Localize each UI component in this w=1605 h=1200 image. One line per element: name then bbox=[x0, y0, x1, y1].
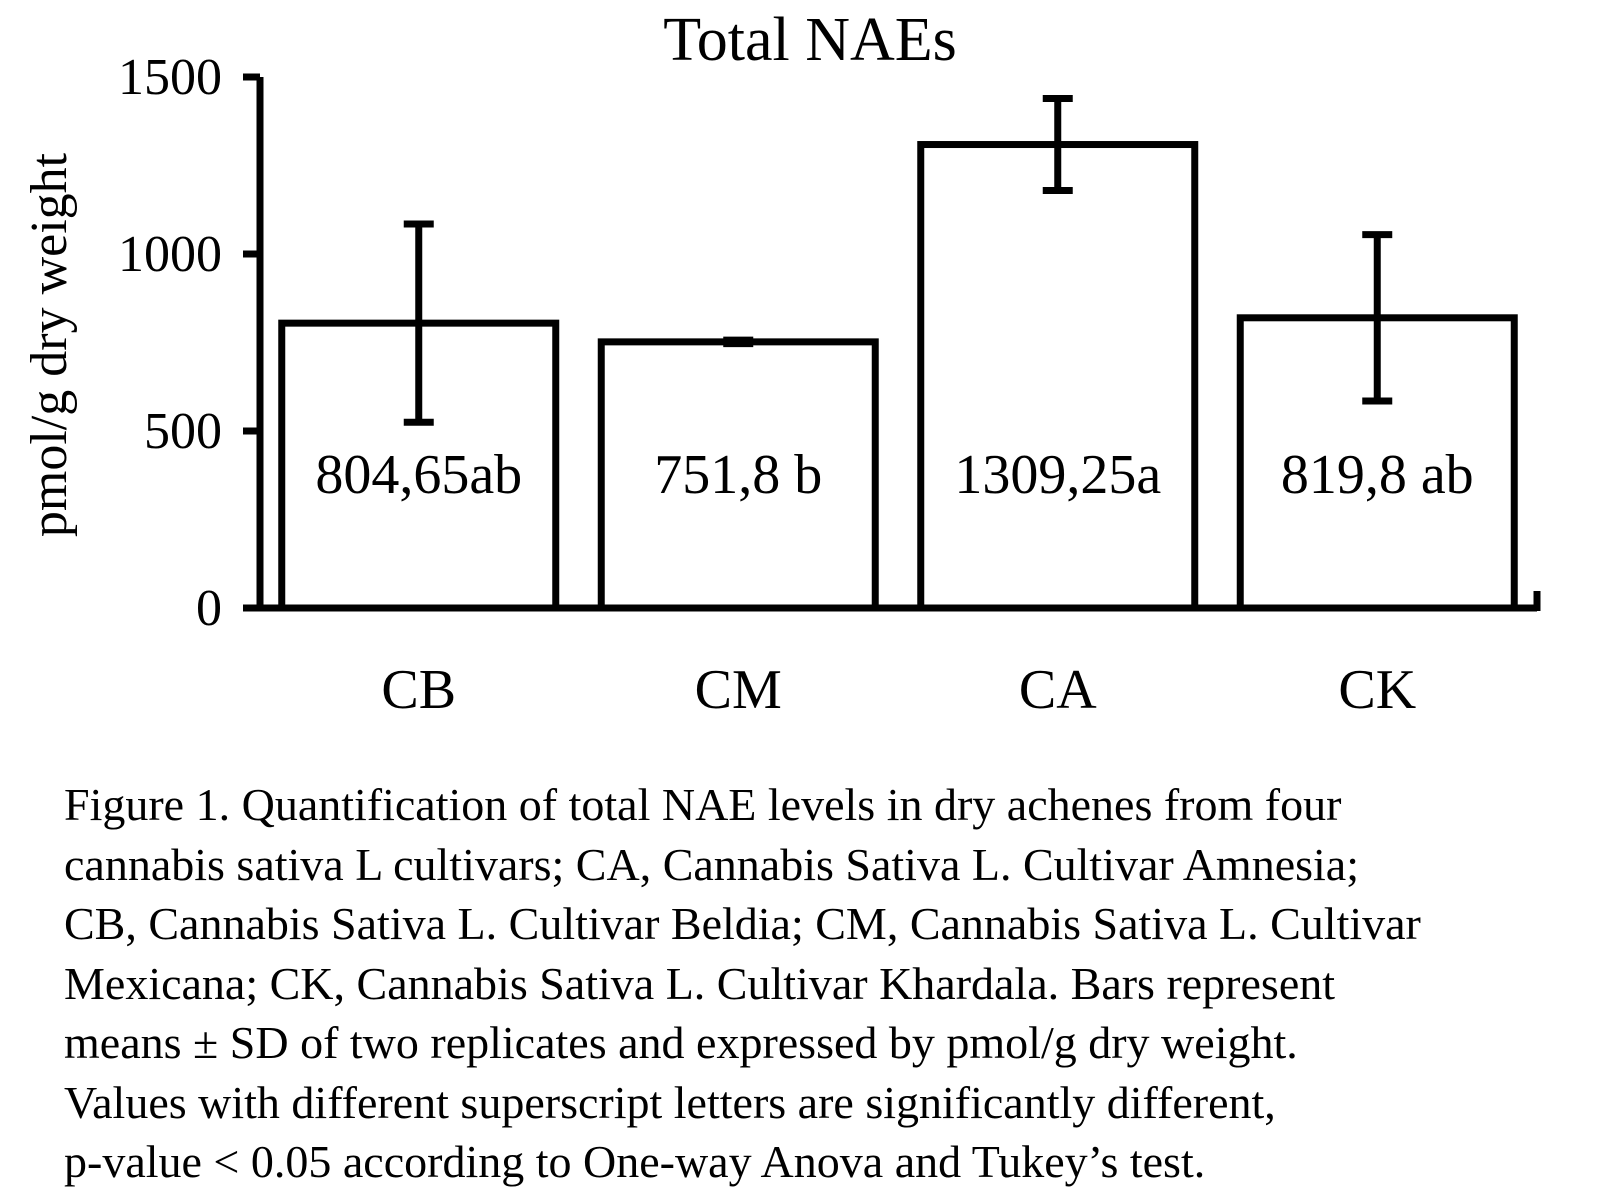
data-label: 804,65ab bbox=[315, 444, 522, 506]
x-tick-label: CB bbox=[381, 659, 456, 721]
bar-ca bbox=[917, 141, 1199, 612]
y-tick-label: 500 bbox=[144, 403, 222, 460]
caption-line: p-value < 0.05 according to One-way Anov… bbox=[64, 1136, 1206, 1187]
y-axis-label: pmol/g dry weight bbox=[21, 152, 78, 537]
x-tick-label: CA bbox=[1019, 659, 1097, 721]
bar-chart: Total NAEs pmol/g dry weight 0 500 1000 150… bbox=[21, 6, 1541, 721]
y-tick-label: 1000 bbox=[118, 226, 222, 283]
caption-line: cannabis sativa L cultivars; CA, Cannabi… bbox=[64, 838, 1359, 890]
caption-line: Values with different superscript letter… bbox=[64, 1076, 1276, 1128]
caption-line: means ± SD of two replicates and express… bbox=[64, 1017, 1298, 1068]
y-tick-label: 0 bbox=[196, 580, 222, 637]
caption-line: CB, Cannabis Sativa L. Cultivar Beldia; … bbox=[64, 898, 1421, 949]
chart-title: Total NAEs bbox=[663, 6, 957, 74]
caption-line: Mexicana; CK, Cannabis Sativa L. Cultiva… bbox=[64, 957, 1336, 1009]
x-tick-label: CK bbox=[1338, 659, 1416, 721]
bar-cm bbox=[597, 338, 879, 612]
caption-line: Figure 1. Quantification of total NAE le… bbox=[64, 779, 1342, 830]
x-tick-label: CM bbox=[695, 659, 782, 721]
data-label: 1309,25a bbox=[954, 444, 1161, 506]
bars bbox=[278, 95, 1518, 612]
labels: CB 804,65ab CM 751,8 b CA 1309,25a CK 819,8 ab bbox=[315, 444, 1473, 721]
data-label: 819,8 ab bbox=[1281, 444, 1474, 506]
data-label: 751,8 b bbox=[654, 444, 822, 506]
y-tick-label: 1500 bbox=[118, 49, 222, 106]
figure-caption: Figure 1. Quantification of total NAE le… bbox=[64, 775, 1564, 1192]
